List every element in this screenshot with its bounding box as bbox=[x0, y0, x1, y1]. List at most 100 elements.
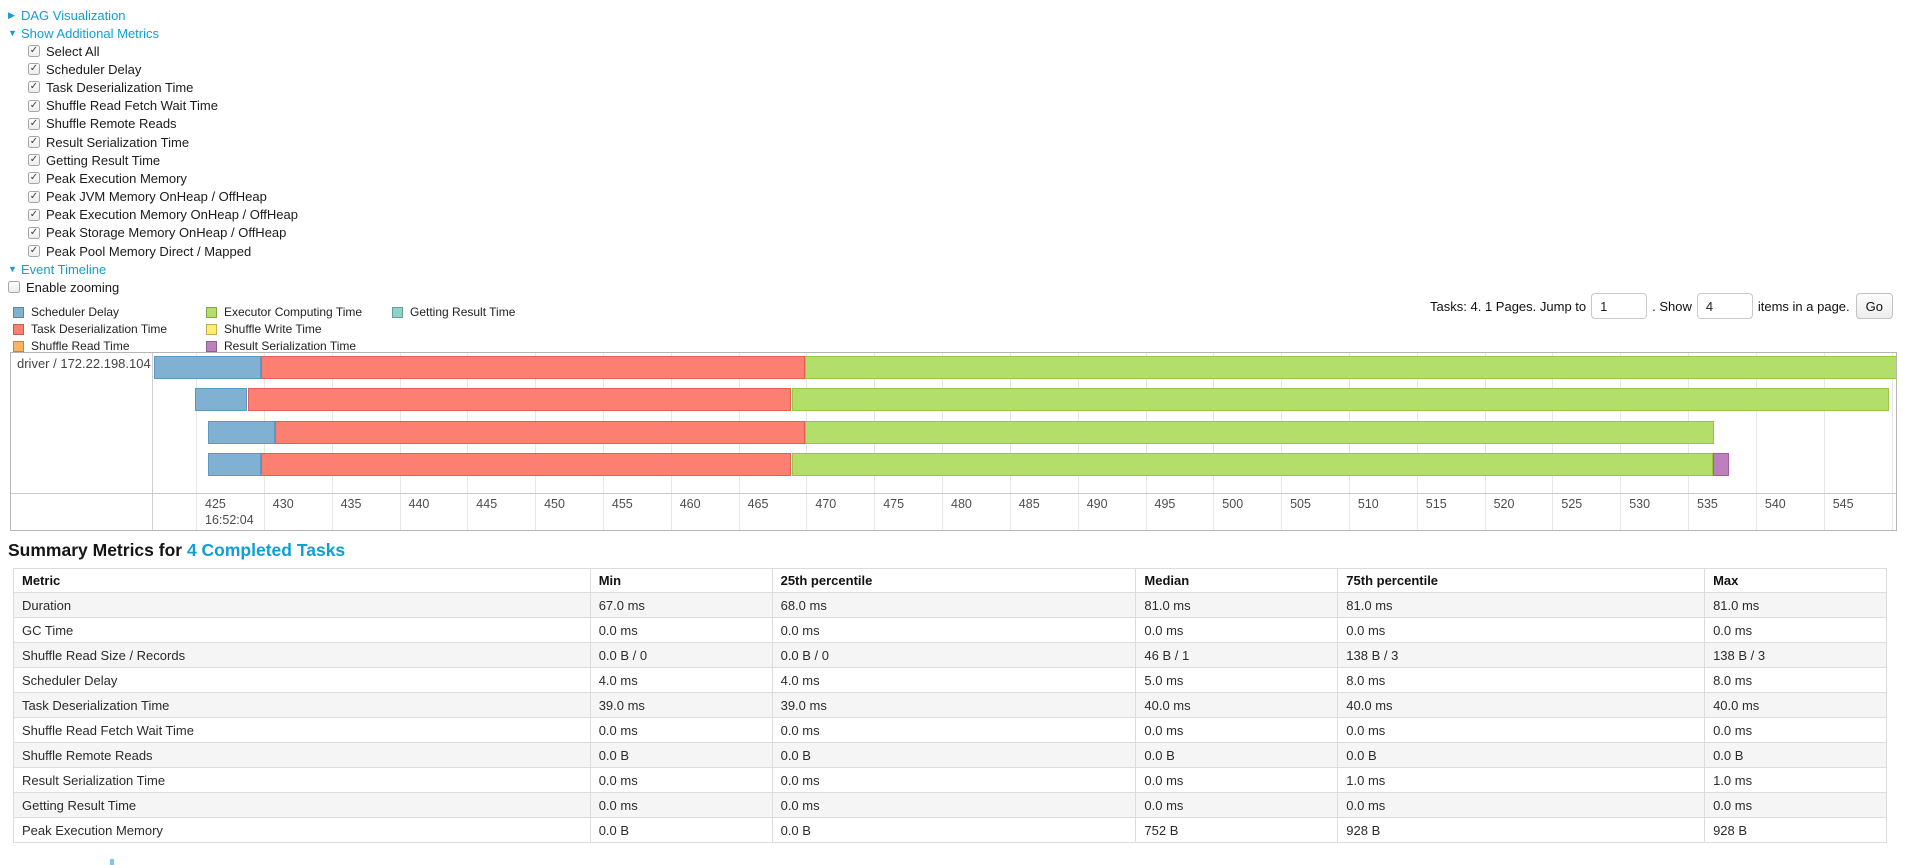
timeline-bar-result-serialization-time[interactable] bbox=[1712, 452, 1729, 476]
legend-swatch-icon bbox=[392, 306, 403, 318]
enable-zooming-checkbox[interactable] bbox=[8, 281, 20, 294]
axis-base-time-label: 16:52:04 bbox=[205, 513, 254, 527]
tasks-pages-text: Tasks: 4. 1 Pages. Jump to bbox=[1430, 298, 1587, 314]
completed-tasks-link[interactable]: 4 Completed Tasks bbox=[186, 540, 346, 560]
summary-heading-prefix: Summary Metrics for bbox=[8, 540, 187, 560]
metric-value-cell: 81.0 ms bbox=[1704, 592, 1887, 618]
metric-value-cell: 0.0 ms bbox=[771, 717, 1137, 743]
metric-value-cell: 928 B bbox=[1337, 817, 1706, 843]
timeline-bar-task-deserialization-time[interactable] bbox=[261, 356, 805, 379]
metric-value-cell: 40.0 ms bbox=[1704, 692, 1887, 718]
axis-tick-label: 435 bbox=[340, 497, 362, 511]
axis-tick-label: 425 bbox=[205, 497, 226, 511]
checkbox-icon[interactable]: ✓ bbox=[28, 45, 40, 58]
jump-to-page-input[interactable] bbox=[1591, 293, 1648, 319]
timeline-bar-scheduler-delay[interactable] bbox=[208, 420, 275, 444]
timeline-bar-task-deserialization-time[interactable] bbox=[274, 420, 806, 444]
checkbox-icon[interactable]: ✓ bbox=[28, 245, 40, 258]
timeline-bar-scheduler-delay[interactable] bbox=[208, 452, 262, 476]
checkbox-icon[interactable]: ✓ bbox=[28, 172, 40, 185]
items-in-page-text: items in a page. bbox=[1757, 298, 1850, 314]
axis-tick-label: 490 bbox=[1086, 497, 1108, 511]
metric-value-cell: 138 B / 3 bbox=[1337, 642, 1706, 668]
timeline-bar-scheduler-delay[interactable] bbox=[154, 356, 262, 379]
event-timeline-toggle[interactable]: ▼ Event Timeline bbox=[8, 260, 298, 278]
metric-name-cell: Duration bbox=[13, 592, 591, 618]
checkbox-icon[interactable]: ✓ bbox=[28, 117, 40, 130]
timeline-bar-executor-computing-time[interactable] bbox=[805, 356, 1896, 379]
event-timeline-label: Event Timeline bbox=[21, 261, 107, 277]
column-header: Metric bbox=[13, 568, 591, 593]
legend-item-getting-result-time: Getting Result Time bbox=[392, 305, 515, 319]
metric-checkbox-peak-jvm-memory-onheap-offheap[interactable]: ✓ Peak JVM Memory OnHeap / OffHeap bbox=[28, 188, 298, 206]
go-button[interactable]: Go bbox=[1855, 293, 1893, 319]
checkbox-icon[interactable]: ✓ bbox=[28, 63, 40, 76]
timeline-bar-task-deserialization-time[interactable] bbox=[247, 388, 792, 412]
legend-label: Shuffle Write Time bbox=[224, 322, 322, 336]
metric-name-cell: Peak Execution Memory bbox=[13, 817, 591, 843]
metric-value-cell: 0.0 ms bbox=[1135, 792, 1339, 818]
legend-item-shuffle-write-time: Shuffle Write Time bbox=[206, 322, 322, 336]
timeline-bar-scheduler-delay[interactable] bbox=[194, 388, 248, 412]
metric-value-cell: 0.0 ms bbox=[589, 767, 773, 793]
checkbox-icon[interactable]: ✓ bbox=[28, 81, 40, 94]
timeline-bar-executor-computing-time[interactable] bbox=[791, 388, 1889, 412]
axis-separator-line bbox=[11, 493, 1896, 494]
checkbox-label: Peak JVM Memory OnHeap / OffHeap bbox=[46, 189, 267, 205]
checkbox-label: Scheduler Delay bbox=[46, 61, 142, 77]
column-header: 75th percentile bbox=[1337, 568, 1706, 593]
show-additional-metrics-label: Show Additional Metrics bbox=[21, 25, 160, 41]
dag-visualization-toggle[interactable]: ▶ DAG Visualization bbox=[8, 6, 298, 24]
items-per-page-input[interactable] bbox=[1696, 293, 1753, 319]
metric-value-cell: 8.0 ms bbox=[1704, 667, 1887, 693]
checkbox-icon[interactable]: ✓ bbox=[28, 136, 40, 149]
checkbox-icon[interactable]: ✓ bbox=[28, 208, 40, 221]
metric-checkbox-shuffle-read-fetch-wait-time[interactable]: ✓ Shuffle Read Fetch Wait Time bbox=[28, 97, 298, 115]
metric-checkbox-peak-storage-memory-onheap-offheap[interactable]: ✓ Peak Storage Memory OnHeap / OffHeap bbox=[28, 224, 298, 242]
axis-tick-label: 505 bbox=[1290, 497, 1311, 511]
summary-metrics-heading: Summary Metrics for 4 Completed Tasks bbox=[8, 540, 345, 561]
metric-value-cell: 0.0 ms bbox=[1337, 792, 1706, 818]
axis-tick-label: 485 bbox=[1018, 497, 1040, 511]
axis-tick-label: 460 bbox=[679, 497, 701, 511]
show-additional-metrics-toggle[interactable]: ▼ Show Additional Metrics bbox=[8, 24, 298, 42]
collapsed-arrow-icon: ▶ bbox=[8, 9, 15, 20]
metric-value-cell: 0.0 B / 0 bbox=[589, 642, 773, 668]
table-row: Shuffle Read Fetch Wait Time 0.0 ms 0.0 ms… bbox=[13, 717, 1887, 743]
column-header: Median bbox=[1135, 568, 1339, 593]
axis-tick-label: 540 bbox=[1764, 497, 1786, 511]
metric-checkbox-select-all[interactable]: ✓ Select All bbox=[28, 42, 298, 60]
legend-swatch-icon bbox=[13, 323, 24, 335]
checkbox-icon[interactable]: ✓ bbox=[28, 99, 40, 112]
legend-label: Scheduler Delay bbox=[31, 305, 120, 319]
metric-value-cell: 81.0 ms bbox=[1135, 592, 1339, 618]
checkbox-icon[interactable]: ✓ bbox=[28, 226, 40, 239]
event-timeline-chart[interactable]: driver / 172.22.198.104 16:52:04 425 430 4… bbox=[10, 352, 1897, 531]
metric-checkbox-peak-execution-memory-onheap-offheap[interactable]: ✓ Peak Execution Memory OnHeap / OffHeap bbox=[28, 206, 298, 224]
metric-checkbox-task-deserialization-time[interactable]: ✓ Task Deserialization Time bbox=[28, 78, 298, 96]
metric-value-cell: 40.0 ms bbox=[1337, 692, 1706, 718]
dag-visualization-label: DAG Visualization bbox=[21, 7, 126, 23]
metric-checkbox-peak-pool-memory-direct-mapped[interactable]: ✓ Peak Pool Memory Direct / Mapped bbox=[28, 242, 298, 260]
metric-checkbox-scheduler-delay[interactable]: ✓ Scheduler Delay bbox=[28, 60, 298, 78]
metric-checkbox-getting-result-time[interactable]: ✓ Getting Result Time bbox=[28, 151, 298, 169]
timeline-bar-executor-computing-time[interactable] bbox=[791, 452, 1713, 476]
column-header: 25th percentile bbox=[771, 568, 1137, 593]
timeline-bar-task-deserialization-time[interactable] bbox=[261, 452, 792, 476]
metric-value-cell: 0.0 B bbox=[589, 817, 773, 843]
metric-name-cell: Scheduler Delay bbox=[13, 667, 591, 693]
metric-name-cell: Shuffle Remote Reads bbox=[13, 742, 591, 768]
metric-checkbox-result-serialization-time[interactable]: ✓ Result Serialization Time bbox=[28, 133, 298, 151]
checkbox-icon[interactable]: ✓ bbox=[28, 154, 40, 167]
metric-checkbox-peak-execution-memory[interactable]: ✓ Peak Execution Memory bbox=[28, 169, 298, 187]
checkbox-icon[interactable]: ✓ bbox=[28, 190, 40, 203]
timeline-bar-executor-computing-time[interactable] bbox=[805, 420, 1714, 444]
enable-zooming-checkbox-row[interactable]: Enable zooming bbox=[8, 278, 298, 296]
metric-checkbox-shuffle-remote-reads[interactable]: ✓ Shuffle Remote Reads bbox=[28, 115, 298, 133]
metric-value-cell: 0.0 B bbox=[771, 817, 1137, 843]
pagination-controls: Tasks: 4. 1 Pages. Jump to . Show items … bbox=[1430, 292, 1893, 320]
metric-value-cell: 0.0 ms bbox=[1337, 717, 1706, 743]
metric-value-cell: 39.0 ms bbox=[771, 692, 1137, 718]
expanded-arrow-icon: ▼ bbox=[8, 263, 17, 274]
axis-gridline bbox=[196, 353, 197, 530]
